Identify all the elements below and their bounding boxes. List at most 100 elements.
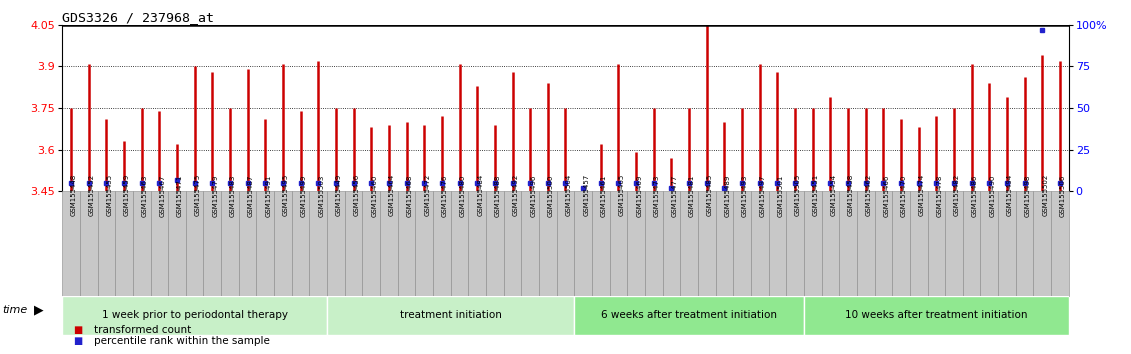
Bar [380, 191, 398, 296]
Text: GSM155492: GSM155492 [512, 174, 518, 216]
Bar [185, 191, 204, 296]
Bar [62, 296, 327, 335]
Text: GSM155503: GSM155503 [318, 174, 325, 217]
Bar [592, 191, 610, 296]
Bar [556, 191, 575, 296]
Text: GSM155472: GSM155472 [424, 174, 430, 216]
Text: GSM155457: GSM155457 [584, 174, 589, 216]
Text: GSM155474: GSM155474 [918, 174, 925, 216]
Bar [345, 191, 362, 296]
Text: GSM155451: GSM155451 [813, 174, 819, 216]
Text: GSM155465: GSM155465 [619, 174, 624, 216]
Bar [716, 191, 733, 296]
Text: GSM155467: GSM155467 [159, 174, 165, 217]
Bar [310, 191, 327, 296]
Bar [521, 191, 539, 296]
Bar [132, 191, 150, 296]
Text: GSM155487: GSM155487 [248, 174, 253, 217]
Bar [999, 191, 1016, 296]
Text: 10 weeks after treatment initiation: 10 weeks after treatment initiation [845, 310, 1028, 320]
Bar [786, 191, 804, 296]
Bar [804, 191, 821, 296]
Text: GSM155496: GSM155496 [530, 174, 536, 217]
Text: ■: ■ [74, 336, 83, 346]
Bar [97, 191, 115, 296]
Bar [575, 296, 804, 335]
Bar [257, 191, 274, 296]
Text: GSM155475: GSM155475 [195, 174, 200, 216]
Bar [575, 191, 592, 296]
Text: GSM155493: GSM155493 [742, 174, 748, 217]
Text: time: time [2, 306, 27, 315]
Text: GSM155490: GSM155490 [990, 174, 995, 217]
Bar [1016, 191, 1034, 296]
Bar [169, 191, 185, 296]
Bar [62, 191, 80, 296]
Text: percentile rank within the sample: percentile rank within the sample [94, 336, 270, 346]
Text: GSM155505: GSM155505 [795, 174, 801, 216]
Bar [751, 191, 769, 296]
Bar [468, 191, 486, 296]
Text: GSM155495: GSM155495 [283, 174, 288, 216]
Bar [698, 191, 716, 296]
Bar [415, 191, 433, 296]
Text: GSM155499: GSM155499 [301, 174, 307, 217]
Bar [327, 191, 345, 296]
Bar [821, 191, 839, 296]
Text: GSM155501: GSM155501 [777, 174, 784, 217]
Bar [222, 191, 239, 296]
Bar [839, 191, 857, 296]
Bar [645, 191, 663, 296]
Text: GSM155483: GSM155483 [230, 174, 236, 217]
Text: GSM155484: GSM155484 [477, 174, 483, 216]
Text: transformed count: transformed count [94, 325, 191, 335]
Text: GSM155456: GSM155456 [354, 174, 360, 216]
Text: GSM155455: GSM155455 [106, 174, 112, 216]
Bar [628, 191, 645, 296]
Text: GSM155479: GSM155479 [213, 174, 218, 217]
Bar [80, 191, 97, 296]
Text: ■: ■ [74, 325, 83, 335]
Text: GSM155477: GSM155477 [672, 174, 677, 217]
Text: GSM155491: GSM155491 [266, 174, 271, 217]
Text: GSM155500: GSM155500 [547, 174, 554, 217]
Text: GSM155498: GSM155498 [1025, 174, 1030, 217]
Text: GSM155480: GSM155480 [459, 174, 466, 217]
Bar [962, 191, 981, 296]
Bar [451, 191, 468, 296]
Bar [115, 191, 132, 296]
Text: GSM155468: GSM155468 [406, 174, 413, 217]
Text: 6 weeks after treatment initiation: 6 weeks after treatment initiation [601, 310, 777, 320]
Text: GSM155461: GSM155461 [601, 174, 607, 217]
Text: GSM155470: GSM155470 [901, 174, 907, 217]
Bar [274, 191, 292, 296]
Bar [804, 296, 1069, 335]
Text: GSM155473: GSM155473 [654, 174, 659, 217]
Text: GSM155489: GSM155489 [725, 174, 731, 217]
Bar [292, 191, 310, 296]
Bar [398, 191, 415, 296]
Text: GSM155494: GSM155494 [1007, 174, 1013, 216]
Bar [769, 191, 786, 296]
Text: GSM155486: GSM155486 [972, 174, 977, 217]
Text: treatment initiation: treatment initiation [399, 310, 502, 320]
Text: GSM155469: GSM155469 [636, 174, 642, 217]
Text: GSM155506: GSM155506 [1060, 174, 1065, 217]
Bar [150, 191, 169, 296]
Text: GSM155482: GSM155482 [955, 174, 960, 216]
Bar [892, 191, 909, 296]
Text: GSM155504: GSM155504 [566, 174, 571, 216]
Text: GSM155448: GSM155448 [71, 174, 77, 216]
Text: GSM155502: GSM155502 [1043, 174, 1048, 216]
Bar [663, 191, 680, 296]
Text: GSM155478: GSM155478 [936, 174, 942, 217]
Text: GSM155452: GSM155452 [88, 174, 95, 216]
Bar [503, 191, 521, 296]
Bar [204, 191, 222, 296]
Text: GSM155466: GSM155466 [883, 174, 889, 217]
Bar [733, 191, 751, 296]
Text: GSM155471: GSM155471 [176, 174, 183, 217]
Bar [857, 191, 874, 296]
Text: 1 week prior to periodontal therapy: 1 week prior to periodontal therapy [102, 310, 287, 320]
Text: GDS3326 / 237968_at: GDS3326 / 237968_at [62, 11, 214, 24]
